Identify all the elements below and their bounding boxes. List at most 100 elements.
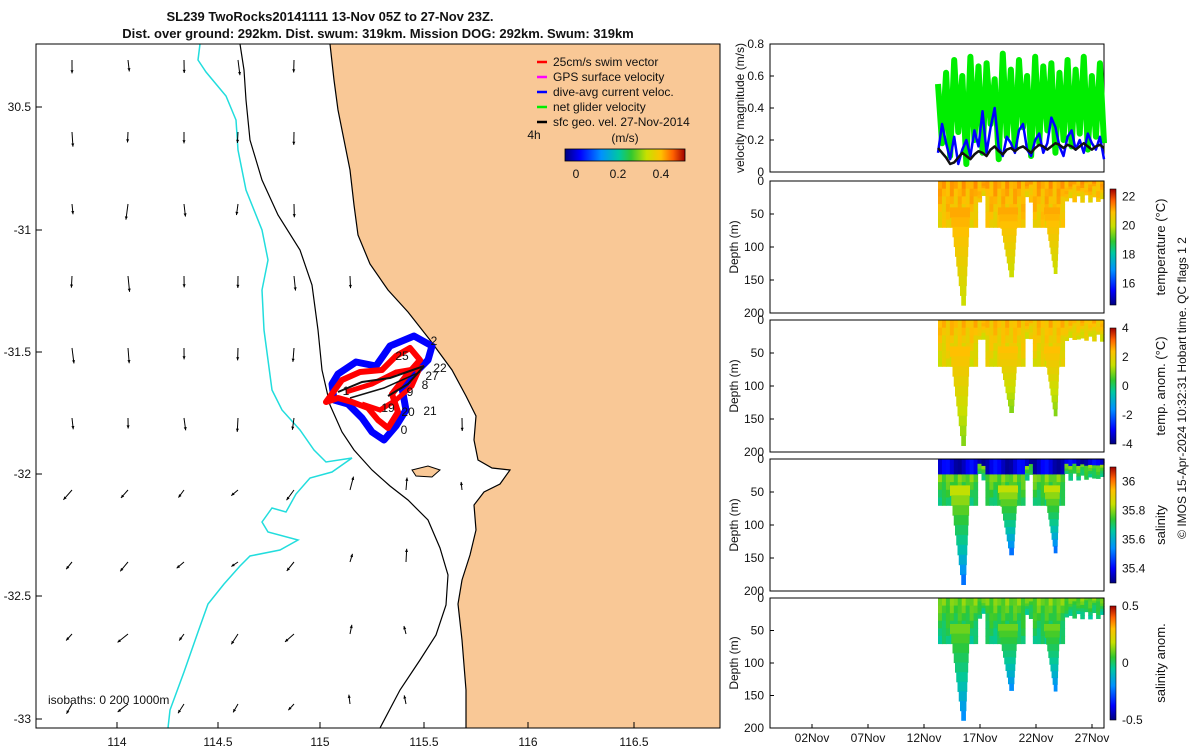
- section-cell: [1064, 326, 1070, 331]
- dive-cell: [1045, 353, 1060, 361]
- legend-label: sfc geo. vel. 27-Nov-2014: [553, 115, 690, 129]
- section-cell: [1040, 497, 1046, 506]
- section-cell: [941, 350, 947, 360]
- dive-cell: [1047, 505, 1060, 513]
- section-cell: [1084, 598, 1089, 601]
- section-cell: [1013, 335, 1018, 344]
- section-cell: [1076, 610, 1081, 615]
- dive-cell: [961, 574, 966, 585]
- velocity-arrow-head: [178, 709, 182, 714]
- section-cell: [1024, 598, 1030, 602]
- dive-cell: [999, 630, 1018, 638]
- section-cell: [1048, 196, 1054, 205]
- section-cell: [1060, 598, 1066, 607]
- section-cell: [1040, 613, 1046, 622]
- section-cell: [1084, 185, 1089, 189]
- section-cell: [1092, 471, 1097, 476]
- section-cell: [961, 474, 967, 483]
- section-cell: [1096, 601, 1101, 606]
- section-cell: [1072, 611, 1077, 616]
- dive-cell: [1045, 492, 1060, 500]
- section-cell: [938, 188, 943, 197]
- dive-cell: [953, 376, 969, 387]
- section-cell: [1064, 181, 1070, 185]
- section-y-tick-label: 50: [751, 346, 765, 360]
- map-axis-ticks: 114 114.5 115 115.5 116 116.5 30.5 -31 -31.5 -32 -…: [4, 100, 649, 749]
- section-cell: [1005, 474, 1010, 483]
- velocity-arrow-head: [66, 565, 70, 570]
- dive-cell: [958, 691, 967, 702]
- velocity-arrow-head: [348, 284, 352, 289]
- section-cell: [1017, 635, 1022, 645]
- section-cell: [1092, 600, 1097, 604]
- section-cell: [961, 188, 967, 197]
- section-cell: [1080, 461, 1085, 465]
- velocity-arrow-head: [235, 211, 239, 216]
- section-cell: [945, 474, 951, 483]
- section-cell: [1036, 474, 1042, 483]
- section-cell: [1024, 188, 1030, 192]
- section-cell: [989, 358, 994, 367]
- section-cell: [989, 628, 994, 637]
- dive-cell: [958, 275, 967, 287]
- map-frame: [35, 43, 721, 729]
- section-cell: [1068, 328, 1073, 333]
- section-cell: [1080, 331, 1085, 336]
- section-cell: [945, 181, 951, 190]
- dive-cell: [1044, 207, 1060, 215]
- section-cell: [957, 188, 963, 197]
- section-cell: [1096, 598, 1101, 603]
- section-cell: [1036, 320, 1042, 329]
- section-cell: [1100, 470, 1105, 475]
- section-cell: [1088, 187, 1093, 193]
- section-cell: [1072, 326, 1077, 331]
- section-cell: [1052, 320, 1058, 329]
- section-cell: [1096, 331, 1101, 335]
- section-cell: [1044, 196, 1050, 205]
- section-cell: [1005, 327, 1010, 336]
- section-cell: [997, 358, 1002, 367]
- section-cell: [1076, 320, 1081, 324]
- section-cell: [981, 183, 987, 187]
- track-day-label: 9: [407, 385, 414, 399]
- section-cell: [1009, 188, 1014, 197]
- section-cell: [941, 613, 947, 622]
- section-cell: [1040, 605, 1046, 614]
- track-day-label: 2: [431, 334, 438, 348]
- velocity-arrow-head: [405, 548, 409, 553]
- section-cell: [1056, 335, 1062, 344]
- section-cell: [1056, 598, 1062, 607]
- section-cell: [1092, 326, 1097, 332]
- section-cell: [973, 466, 979, 475]
- section-colorbar-tick: -4: [1122, 437, 1133, 451]
- section-cell: [957, 466, 963, 475]
- speed-colorbar-tick: 0: [573, 167, 580, 181]
- section-cell: [1060, 466, 1066, 475]
- section-cell: [1072, 336, 1077, 340]
- section-cell: [953, 459, 959, 468]
- section-cell: [1017, 489, 1022, 499]
- section-cell: [1048, 459, 1054, 468]
- velocity-arrow-head: [231, 640, 235, 645]
- section-cell: [1017, 474, 1022, 483]
- section-cell: [1080, 608, 1085, 613]
- section-cell: [973, 598, 979, 607]
- section-cell: [1080, 464, 1085, 468]
- section-cell: [981, 190, 987, 194]
- section-cell: [1021, 497, 1026, 506]
- velocity-arrow-head: [231, 492, 235, 496]
- section-cell: [989, 188, 994, 197]
- section-cell: [1056, 474, 1062, 483]
- dive-cell: [1051, 532, 1059, 540]
- section-cell: [965, 605, 971, 614]
- section-cell: [1052, 196, 1058, 205]
- section-cell: [1009, 196, 1014, 205]
- time-tick-label: 22Nov: [1019, 731, 1054, 745]
- dive-cell: [957, 266, 968, 277]
- velocity-arrow-head: [291, 426, 295, 430]
- section-cell: [938, 628, 943, 637]
- section-cell: [1092, 474, 1097, 479]
- section-cell: [1048, 335, 1054, 344]
- dive-cell: [1046, 220, 1060, 228]
